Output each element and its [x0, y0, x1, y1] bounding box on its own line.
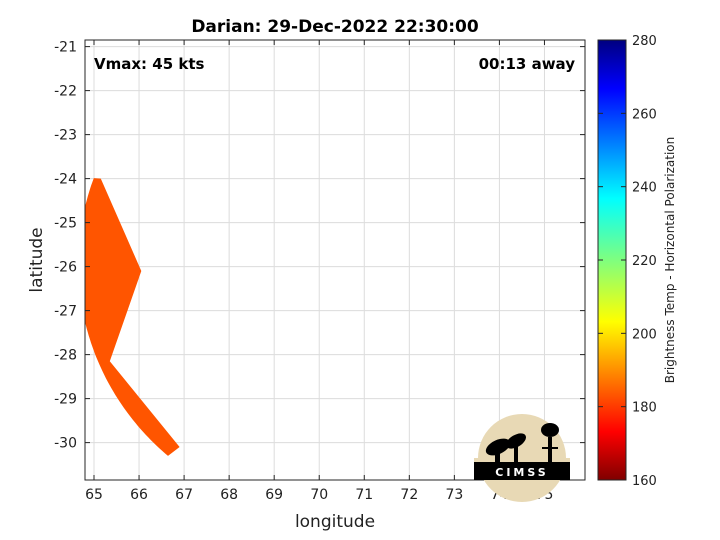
colorbar-tick-label: 240 [632, 181, 657, 196]
plot-area [85, 40, 585, 480]
y-tick-label: -29 [54, 392, 77, 408]
away-annotation: 00:13 away [479, 55, 576, 73]
y-tick-label: -25 [54, 216, 77, 232]
x-tick-label: 73 [445, 487, 463, 503]
x-tick-label: 67 [175, 487, 193, 503]
plot-frame [84, 39, 586, 481]
y-tick-label: -27 [54, 304, 77, 320]
y-tick-label: -22 [54, 84, 77, 100]
x-tick-label: 71 [355, 487, 373, 503]
chart-title: Darian: 29-Dec-2022 22:30:00 [191, 17, 479, 37]
y-tick-label: -21 [54, 40, 77, 56]
colorbar-tick-label: 200 [632, 327, 657, 342]
x-tick-label: 69 [265, 487, 283, 503]
x-tick-label: 68 [220, 487, 238, 503]
colorbar-tick-label: 160 [632, 474, 657, 489]
y-axis-label: latitude [27, 227, 47, 292]
cimss-logo: CIMSS [474, 414, 570, 502]
y-tick-label: -28 [54, 348, 77, 364]
x-tick-label: 72 [400, 487, 418, 503]
x-tick-label: 66 [130, 487, 148, 503]
logo-text: CIMSS [495, 466, 548, 479]
colorbar-tick-label: 260 [632, 107, 657, 122]
y-tick-label: -26 [54, 260, 77, 276]
x-tick-label: 70 [310, 487, 328, 503]
colorbar-tick-label: 180 [632, 401, 657, 416]
colorbar-ticks: 280 260 240 220 200 180 160 [598, 34, 657, 489]
colorbar-label: Brightness Temp - Horizontal Polarizatio… [663, 137, 677, 384]
x-axis-label: longitude [295, 512, 375, 532]
colorbar-tick-label: 280 [632, 34, 657, 49]
y-tick-label: -23 [54, 128, 77, 144]
colorbar-tick-label: 220 [632, 254, 657, 269]
y-tick-labels: -21 -22 -23 -24 -25 -26 -27 -28 -29 -30 [54, 40, 77, 452]
grid [85, 40, 585, 480]
y-tick-label: -24 [54, 172, 77, 188]
x-tick-label: 65 [85, 487, 103, 503]
y-tick-label: -30 [54, 436, 77, 452]
x-tick-labels: 6566676869707172737475 [85, 487, 553, 503]
vmax-annotation: Vmax: 45 kts [94, 55, 204, 73]
